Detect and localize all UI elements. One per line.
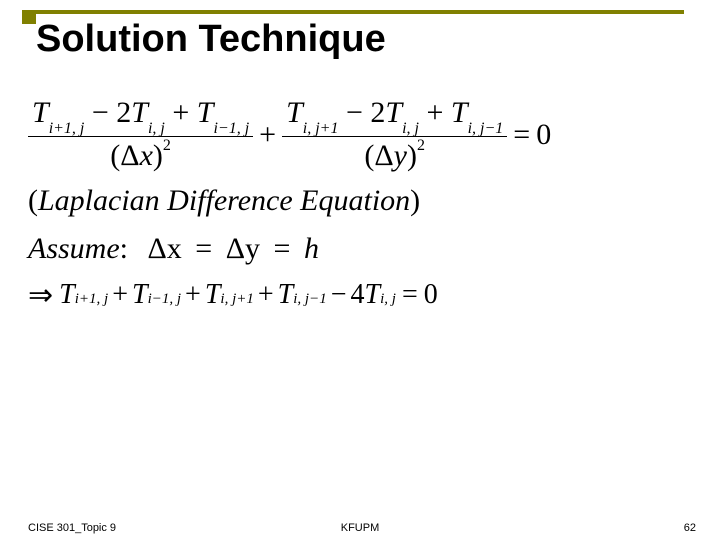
- pow-2: 2: [163, 137, 171, 154]
- sub: i, j: [148, 120, 165, 137]
- delta-x: Δx: [148, 232, 182, 265]
- var-y: y: [394, 139, 407, 172]
- title-accent-box: [22, 10, 36, 24]
- slide: Solution Technique Ti+1, j − 2Ti, j + Ti…: [0, 0, 720, 540]
- plus: +: [181, 279, 205, 311]
- plus: +: [108, 279, 132, 311]
- equation-laplacian: Ti+1, j − 2Ti, j + Ti−1, j (Δx)2 + Ti, j…: [28, 96, 696, 174]
- sub: i, j+1: [220, 291, 253, 308]
- equals: =: [268, 232, 297, 265]
- sub: i+1, j: [75, 291, 108, 308]
- var-T: T: [32, 96, 49, 129]
- zero: 0: [424, 279, 438, 311]
- footer-center: KFUPM: [0, 522, 720, 534]
- title-rule: [36, 10, 684, 14]
- paren-open: (: [28, 184, 38, 217]
- minus: −: [92, 96, 109, 129]
- delta-y: Δy: [226, 232, 260, 265]
- sub: i−1, j: [148, 291, 181, 308]
- delta: Δ: [120, 139, 139, 172]
- coef-2: 2: [116, 96, 131, 129]
- var-T: T: [365, 279, 381, 311]
- coef-4: 4: [351, 279, 365, 311]
- word-laplacian: Laplacian: [38, 184, 160, 217]
- word-assume: Assume: [28, 232, 120, 265]
- zero: 0: [536, 118, 551, 152]
- var-T: T: [286, 96, 303, 129]
- paren-open: (: [364, 139, 374, 172]
- sub: i, j+1: [303, 120, 339, 137]
- var-x: x: [140, 139, 153, 172]
- implies-icon: ⇒: [28, 278, 53, 313]
- paren-open: (: [110, 139, 120, 172]
- plus: +: [254, 279, 278, 311]
- result-equation: ⇒ Ti+1, j + Ti−1, j + Ti, j+1 + Ti, j−1 …: [28, 278, 696, 313]
- fraction-x: Ti+1, j − 2Ti, j + Ti−1, j (Δx)2: [28, 96, 253, 174]
- var-T: T: [451, 96, 468, 129]
- var-T: T: [205, 279, 221, 311]
- var-h: h: [304, 232, 319, 265]
- minus: −: [346, 96, 363, 129]
- word-equation: Equation: [300, 184, 410, 217]
- equals: =: [189, 232, 218, 265]
- plus: +: [172, 96, 189, 129]
- pow-2: 2: [417, 137, 425, 154]
- var-T: T: [278, 279, 294, 311]
- var-T: T: [132, 279, 148, 311]
- fraction-y: Ti, j+1 − 2Ti, j + Ti, j−1 (Δy)2: [282, 96, 507, 174]
- sub: i+1, j: [49, 120, 85, 137]
- delta: Δ: [374, 139, 393, 172]
- plus-op: +: [253, 118, 282, 152]
- slide-title: Solution Technique: [36, 18, 386, 61]
- content-area: Ti+1, j − 2Ti, j + Ti−1, j (Δx)2 + Ti, j…: [28, 96, 696, 313]
- var-T: T: [385, 96, 402, 129]
- paren-close: ): [410, 184, 420, 217]
- sub: i, j: [402, 120, 419, 137]
- plus: +: [426, 96, 443, 129]
- var-T: T: [131, 96, 148, 129]
- sub: i, j−1: [293, 291, 326, 308]
- paren-close: ): [153, 139, 163, 172]
- sub: i, j−1: [468, 120, 504, 137]
- assumption-line: Assume: Δx = Δy = h: [28, 232, 696, 266]
- footer: CISE 301_Topic 9 KFUPM 62: [0, 516, 720, 536]
- var-T: T: [59, 279, 75, 311]
- equation-name: (Laplacian Difference Equation): [28, 184, 696, 218]
- minus: −: [327, 279, 351, 311]
- coef-2: 2: [370, 96, 385, 129]
- var-T: T: [197, 96, 214, 129]
- equals-op: =: [507, 118, 536, 152]
- sub: i−1, j: [213, 120, 249, 137]
- colon: :: [120, 232, 128, 265]
- paren-close: ): [407, 139, 417, 172]
- sub: i, j: [380, 291, 396, 308]
- footer-right: 62: [684, 522, 696, 534]
- equals: =: [396, 279, 424, 311]
- word-difference: Difference: [167, 184, 293, 217]
